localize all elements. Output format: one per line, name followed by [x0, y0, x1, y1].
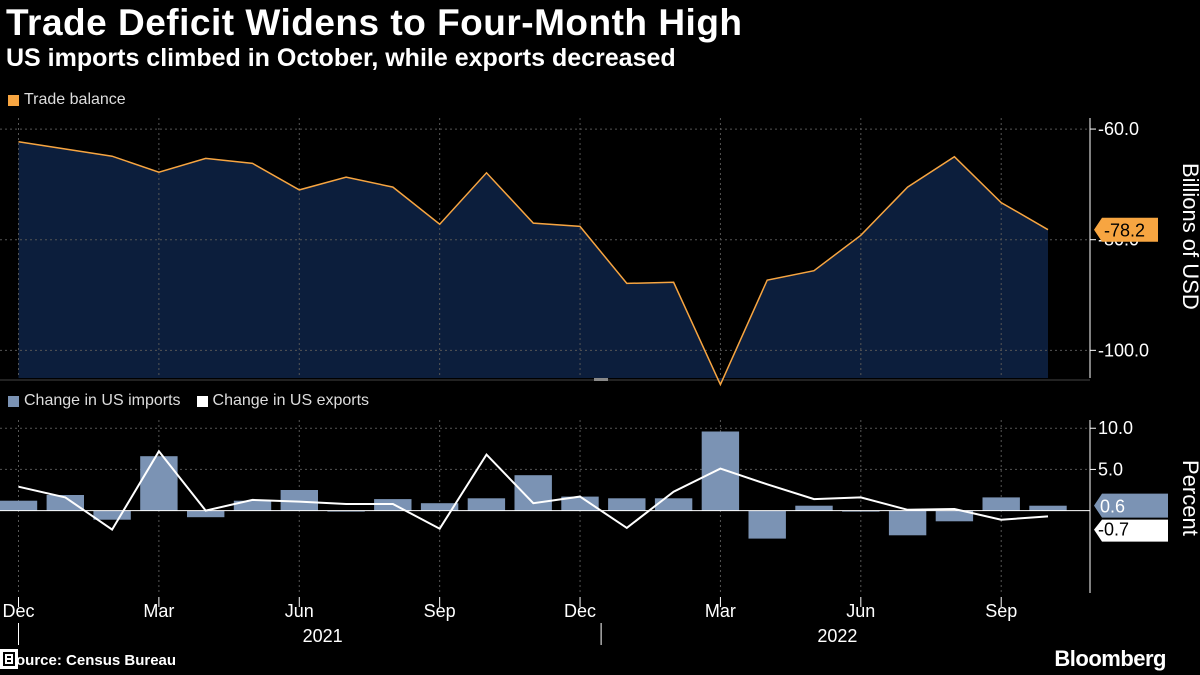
- source-note: Source: Census Bureau: [6, 652, 177, 669]
- imports-bar: [561, 496, 599, 511]
- x-tick-label-7: Sep: [985, 601, 1017, 621]
- imports-bar: [46, 495, 84, 511]
- imports-bar: [140, 456, 178, 511]
- imports-bar: [935, 510, 974, 522]
- imports-bar: [0, 500, 38, 511]
- legend-swatch-balance: [8, 94, 19, 106]
- bottom-ytick-label-0: 10.0: [1098, 418, 1133, 438]
- x-tick-label-3: Sep: [424, 601, 456, 621]
- legend-label-exports: Change in US exports: [212, 392, 370, 409]
- chart-title: Trade Deficit Widens to Four-Month High: [6, 2, 743, 43]
- trade-balance-area: [18, 141, 1048, 385]
- chart-subtitle: US imports climbed in October, while exp…: [6, 44, 676, 72]
- imports-bar: [233, 500, 272, 511]
- trade-balance-line: [18, 141, 1049, 387]
- imports-bar: [467, 498, 506, 511]
- x-year-label-1: 2022: [817, 626, 857, 646]
- panel-divider-handle: [594, 378, 608, 381]
- x-tick-label-6: Jun: [846, 601, 875, 621]
- imports-bar: [93, 510, 131, 520]
- legend-swatch-exports: [196, 395, 208, 407]
- top-ytick-label-2: -100.0: [1098, 340, 1149, 360]
- x-tick-label-5: Mar: [705, 601, 736, 621]
- legend-label-imports: Change in US imports: [24, 392, 181, 409]
- x-tick-label-4: Dec: [564, 601, 596, 621]
- x-tick-label-0: Dec: [2, 601, 34, 621]
- top-y-axis-title: Billions of USD: [1178, 163, 1200, 310]
- imports-bar: [888, 510, 927, 536]
- last-value-label-exports: -0.7: [1098, 520, 1129, 540]
- imports-bar: [608, 498, 646, 511]
- imports-bar: [187, 510, 225, 518]
- last-value-badge-balance: [1094, 217, 1158, 242]
- imports-bar: [748, 510, 786, 539]
- imports-bar: [795, 505, 833, 511]
- last-value-badge-imports: [1094, 493, 1168, 518]
- bloomberg-icon: [0, 649, 18, 669]
- bottom-ytick-label-1: 5.0: [1098, 459, 1123, 479]
- imports-bar: [1029, 505, 1067, 511]
- brand-logo: Bloomberg: [1054, 646, 1166, 671]
- x-tick-label-2: Jun: [285, 601, 314, 621]
- top-ytick-label-0: -60.0: [1098, 119, 1139, 139]
- last-value-label-imports: 0.6: [1100, 497, 1125, 517]
- legend-label-balance: Trade balance: [24, 91, 126, 108]
- legend-swatch-imports: [8, 395, 19, 407]
- legend-bottom: Change in US imports Change in US export…: [8, 392, 369, 410]
- imports-bar: [514, 475, 552, 511]
- imports-bar: [701, 431, 740, 511]
- bottom-y-axis-title: Percent: [1178, 460, 1200, 536]
- exports-line: [18, 449, 1049, 532]
- imports-bar: [654, 498, 693, 511]
- legend-trade-balance: Trade balance: [8, 91, 126, 109]
- x-tick-label-1: Mar: [143, 601, 174, 621]
- last-value-label-balance: -78.2: [1104, 221, 1145, 241]
- imports-bar: [982, 497, 1020, 511]
- imports-bar: [280, 490, 318, 511]
- x-year-label-0: 2021: [303, 626, 343, 646]
- imports-bar: [420, 503, 459, 511]
- last-value-badge-exports: [1094, 519, 1168, 542]
